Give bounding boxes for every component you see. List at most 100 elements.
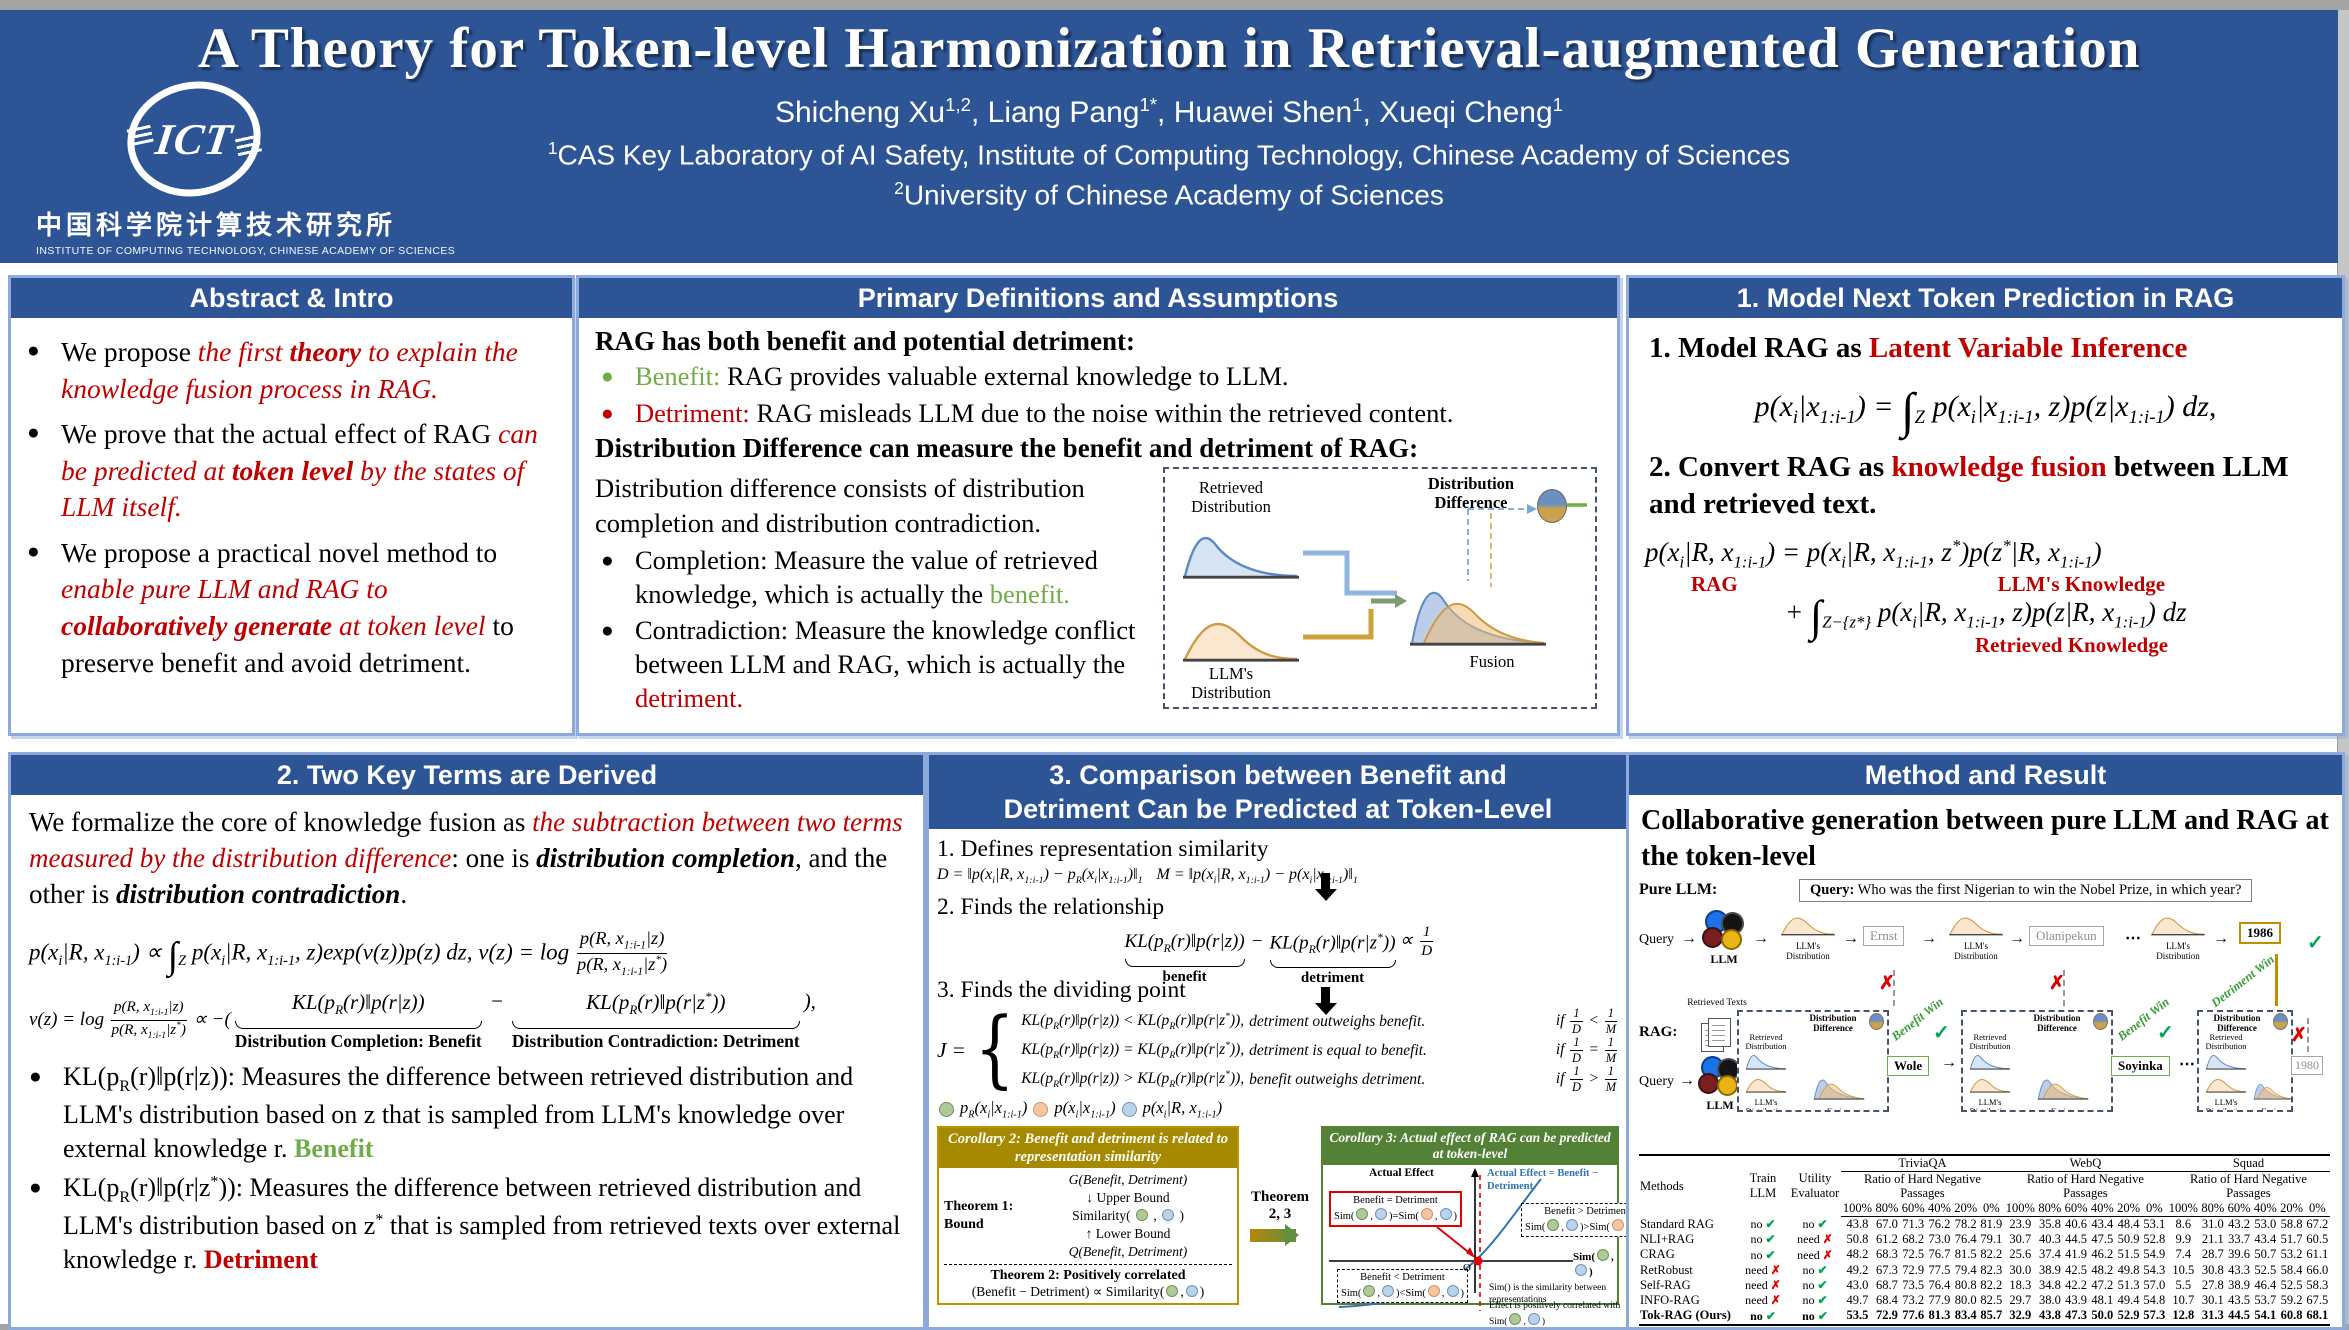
score-cell: 40.6 [2065, 1216, 2088, 1231]
score-cell: 18.3 [2009, 1277, 2032, 1292]
llm-distribution-mini: LLM's Distribution [1775, 912, 1841, 961]
list-item: ● Benefit: RAG provides valuable external… [601, 360, 1601, 394]
underbrace-bracket [1124, 959, 1245, 968]
score-cell: 48.4 [2117, 1216, 2140, 1231]
panel-definitions: Primary Definitions and Assumptions RAG … [576, 275, 1620, 736]
list-item: ● We prove that the actual effect of RAG … [27, 416, 556, 526]
score-cell: 38.0 [2038, 1293, 2061, 1308]
score-cell: 76.2 [1928, 1216, 1951, 1231]
equation-fusion-proportional: p(xi|R, x1:i-1) ∝ ∫Z p(xi|R, x1:i-1, z)e… [29, 927, 668, 979]
underbrace-completion: KL(pR(r)‖p(r|z)) Distribution Completion:… [234, 990, 482, 1052]
llm-distribution-curve [1781, 917, 1835, 936]
underbrace-bracket [1269, 959, 1396, 968]
panel-abstract-title: Abstract & Intro [11, 278, 572, 319]
method-name: Tok-RAG (Ours) [1640, 1308, 1731, 1323]
definitions-line-1: RAG has both benefit and potential detri… [595, 326, 1136, 357]
distribution-difference-label: Distribution Difference [2213, 1012, 2261, 1033]
panel-two-key-terms: 2. Two Key Terms are Derived We formaliz… [8, 752, 926, 1330]
score-cell: 37.4 [2038, 1247, 2061, 1262]
score-cell: 54.9 [2143, 1247, 2166, 1262]
flow-arrow: → [2213, 929, 2229, 947]
distribution-dot [1427, 1284, 1440, 1297]
score-cell: 54.1 [2254, 1308, 2277, 1323]
flow-arrow: → [1921, 929, 1937, 947]
detriment-win-arrow [2275, 953, 2278, 1006]
score-cell: 58.3 [2306, 1277, 2329, 1292]
bullet-icon: ● [601, 400, 614, 425]
method-name: CRAG [1640, 1247, 1675, 1262]
llm-distribution-caption: LLM's Distribution [2156, 940, 2200, 961]
panel-model-next-token: 1. Model Next Token Prediction in RAG 1.… [1626, 275, 2345, 736]
fusion-distribution-curve [1410, 592, 1546, 646]
col-ratio: 20% [1952, 1201, 1979, 1217]
score-cell: 67.5 [2306, 1293, 2329, 1308]
check-icon: ✔ [1817, 1262, 1828, 1277]
col-ratio: 60% [2225, 1201, 2253, 1217]
score-cell: 82.2 [1980, 1247, 2003, 1262]
score-cell: 38.9 [2228, 1277, 2250, 1292]
col-ratio: 100% [2003, 1201, 2037, 1217]
score-cell: 32.9 [2009, 1308, 2032, 1323]
score-cell: 79.1 [1980, 1232, 2003, 1247]
llm-distribution-caption: LLM's Distribution [2205, 1096, 2247, 1112]
score-cell: 73.5 [1902, 1277, 1925, 1292]
col-ratio: 100% [2166, 1201, 2200, 1217]
definitions-line-2: Distribution Difference can measure the … [595, 433, 1419, 464]
distribution-dot [939, 1101, 954, 1117]
terms-paragraph: We formalize the core of knowledge fusio… [29, 807, 903, 909]
retrieved-distribution-curve [2205, 1054, 2247, 1070]
fusion-distribution-curve [1813, 1079, 1864, 1100]
col-ratio: 40% [2089, 1201, 2116, 1217]
equation-vz-head: v(z) = log p(R, x1:i-1|z) p(R, x1:i-1|z*)… [29, 998, 231, 1042]
case-text: detriment is equal to benefit. [1249, 1042, 1427, 1060]
method-name: Self-RAG [1640, 1277, 1691, 1292]
llm-distribution-curve [1183, 623, 1299, 662]
score-cell: 29.7 [2009, 1293, 2032, 1308]
score-cell: 68.7 [1876, 1277, 1898, 1292]
case-row: KL(pR(r)‖p(r|z)) < KL(pR(r)‖p(r|z*)), det… [1021, 1007, 1619, 1036]
llm-distribution-curve [2151, 917, 2205, 936]
completion-bullet: Completion: Measure the value of retriev… [635, 545, 1098, 609]
score-cell: 43.2 [2228, 1216, 2250, 1231]
equation-knowledge-fusion-b: + ∫Z−{z*} p(xi|R, x1:i-1, z)p(z|R, x1:i-… [1785, 590, 2187, 641]
kl-detriment-bullet: KL(pR(r)‖p(r|z*)): Measures the differen… [63, 1173, 901, 1274]
utility-evaluator-cell: no ✔ [1802, 1216, 1828, 1231]
j-equals: J = [937, 1038, 966, 1063]
score-cell: 51.5 [2117, 1247, 2140, 1262]
fusion-caption: Fusion [1826, 1105, 1851, 1112]
collaborative-generation-diagram: Query → LLM → LLM's Distribution → Ernst… [1639, 906, 2330, 1146]
list-item: ● KL(pR(r)‖p(r|z*)): Measures the differe… [29, 1171, 905, 1277]
panel-definitions-title: Primary Definitions and Assumptions [579, 278, 1617, 319]
score-cell: 54.3 [2143, 1262, 2166, 1277]
score-cell: 81.3 [1928, 1308, 1951, 1323]
score-cell: 72.9 [1902, 1262, 1925, 1277]
score-cell: 38.9 [2038, 1262, 2061, 1277]
cases-brace: { [974, 999, 1015, 1098]
score-cell: 60.5 [2306, 1232, 2329, 1247]
distribution-dot [1611, 1218, 1624, 1231]
score-cell: 52.5 [2280, 1277, 2303, 1292]
model-heading-2: 2. Convert RAG as knowledge fusion betwe… [1649, 451, 2289, 520]
rejected-dashed-line [1893, 969, 1895, 1006]
bullet-icon: ● [29, 1064, 42, 1089]
pure-llm-label: Pure LLM: [1639, 881, 1718, 899]
down-arrow-icon [1314, 873, 1337, 902]
abstract-bullet-text: We propose a practical novel method to e… [61, 536, 514, 678]
kl-term: KL(pR(r)‖p(r|z)) [1124, 931, 1245, 956]
check-icon: ✓ [2157, 1021, 2174, 1044]
token-olanipekun: Olanipekun [2029, 925, 2104, 946]
list-item: ● We propose a practical novel method to … [27, 535, 556, 681]
equation-m: M = ‖p(xi|R, x1:i-1) − p(xi|x1:i-1)‖1 [1156, 866, 1358, 887]
check-icon: ✓ [2307, 931, 2324, 954]
equation-d: D = ‖p(xi|R, x1:i-1) − pR(xi|x1:i-1)‖1 [937, 866, 1143, 887]
llm-distribution-caption: LLM's Distribution [1786, 940, 1830, 961]
distribution-dot [1509, 1312, 1522, 1325]
distribution-difference-figure: Retrieved Distribution LLM's Distributio… [1163, 467, 1597, 710]
score-cell: 53.2 [2280, 1247, 2303, 1262]
distribution-dot [1363, 1284, 1376, 1297]
result-row: CRAG no ✔ need ✗ 48.2 68.3 72.5 76.7 81.5 82.2 25… [1639, 1247, 2330, 1262]
score-cell: 82.5 [1980, 1293, 2003, 1308]
detriment-win-label: Detriment Win [2208, 951, 2278, 1010]
